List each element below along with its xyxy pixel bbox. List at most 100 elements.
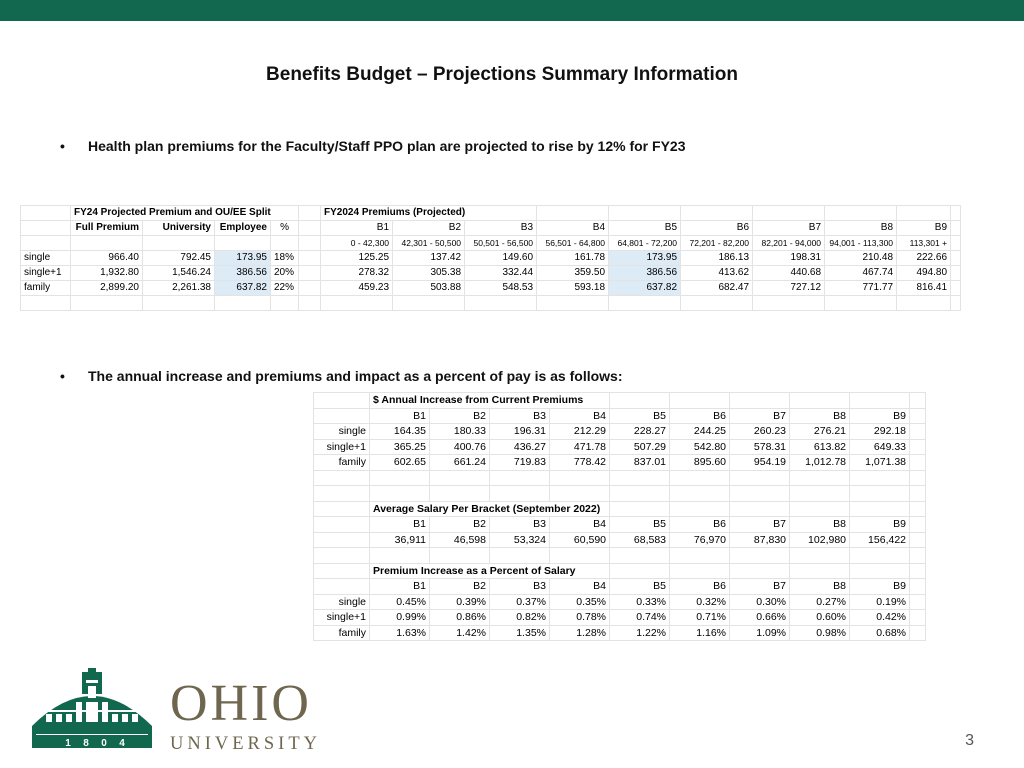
salary-value: 60,590 (548, 531, 611, 548)
bracket-header: B5 (609, 516, 671, 533)
row-label: family (20, 280, 71, 296)
premium-value: 548.53 (464, 280, 538, 296)
row-label: family (313, 624, 370, 641)
table-cell (298, 250, 322, 266)
salary-value: 36,911 (369, 531, 430, 548)
table-cell (548, 469, 611, 486)
table-cell (429, 547, 490, 564)
full-premium-value: 2,899.20 (70, 280, 143, 296)
employee-value: 386.56 (214, 265, 271, 281)
fy24-premium-table: FY24 Projected Premium and OU/EE Split F… (20, 205, 962, 311)
bracket-header: B9 (896, 220, 952, 236)
percent-value: 20% (269, 265, 300, 281)
premium-value: 386.56 (608, 265, 682, 281)
bracket-header: B4 (548, 407, 611, 424)
ohio-university-seal: 1 8 0 4 (32, 668, 152, 749)
value-cell: 196.31 (489, 423, 550, 440)
value-cell: 260.23 (729, 423, 791, 440)
bullet-text: Health plan premiums for the Faculty/Sta… (88, 138, 686, 154)
table-cell (609, 500, 671, 517)
row-label: single+1 (313, 438, 370, 455)
value-cell: 954.19 (729, 454, 791, 471)
value-cell: 0.45% (369, 593, 430, 610)
table-cell (298, 280, 322, 296)
value-cell: 244.25 (669, 423, 731, 440)
premium-value: 637.82 (608, 280, 682, 296)
table-cell (313, 562, 370, 579)
salary-value: 87,830 (729, 531, 791, 548)
value-cell: 164.35 (369, 423, 430, 440)
value-cell: 180.33 (429, 423, 490, 440)
bracket-range: 56,501 - 64,800 (536, 235, 610, 251)
section-title-row: $ Annual Increase from Current Premiums (313, 392, 927, 409)
value-cell: 0.82% (489, 609, 550, 626)
table-cell (729, 469, 791, 486)
premium-value: 359.50 (536, 265, 610, 281)
table-cell (729, 500, 791, 517)
table-row: single 0.45% 0.39% 0.37% 0.35% 0.33% 0.32% 0.30… (313, 593, 927, 610)
bracket-header: B8 (789, 407, 851, 424)
table-cell (909, 547, 927, 564)
bracket-range-row: 0 - 42,300 42,301 - 50,500 50,501 - 56,500… (20, 235, 962, 251)
table-cell (369, 485, 430, 502)
value-cell: 276.21 (789, 423, 851, 440)
bullet-health-premiums: • Health plan premiums for the Faculty/St… (60, 138, 685, 154)
seal-year-digit: 4 (119, 738, 125, 749)
value-cell: 0.71% (669, 609, 731, 626)
seal-year-digit: 1 (65, 738, 71, 749)
premium-value: 494.80 (896, 265, 952, 281)
bracket-header: B1 (369, 407, 430, 424)
table-cell (609, 485, 671, 502)
table-cell (313, 516, 370, 533)
table-row: single 164.35 180.33 196.31 212.29 228.27 244.… (313, 423, 927, 440)
value-cell: 507.29 (609, 438, 671, 455)
premium-value: 771.77 (824, 280, 898, 296)
section-title: Average Salary Per Bracket (September 20… (368, 500, 611, 517)
bracket-header: B6 (669, 407, 731, 424)
bracket-header-row: B1 B2 B3 B4 B5 B6 B7 B8 B9 (313, 516, 927, 533)
full-premium-value: 966.40 (70, 250, 143, 266)
table-cell (909, 531, 927, 548)
value-cell: 0.42% (849, 609, 911, 626)
premium-value: 682.47 (680, 280, 754, 296)
spacer-row (313, 547, 927, 564)
table-cell (789, 392, 851, 409)
value-cell: 542.80 (669, 438, 731, 455)
bracket-header: B8 (824, 220, 898, 236)
table-cell (909, 392, 927, 409)
bullet-text: The annual increase and premiums and imp… (88, 368, 623, 384)
table-row: single+1 365.25 400.76 436.27 471.78 507.29 54… (313, 438, 927, 455)
table-cell (950, 235, 962, 251)
bracket-header: B6 (669, 578, 731, 595)
value-cell: 0.19% (849, 593, 911, 610)
value-cell: 895.60 (669, 454, 731, 471)
premium-value: 173.95 (608, 250, 682, 266)
value-cell: 661.24 (429, 454, 490, 471)
value-cell: 613.82 (789, 438, 851, 455)
bracket-header: B5 (609, 578, 671, 595)
table-cell (669, 469, 731, 486)
table-cell (313, 578, 370, 595)
bracket-range: 72,201 - 82,200 (680, 235, 754, 251)
table-cell (909, 438, 927, 455)
premium-value: 593.18 (536, 280, 610, 296)
spacer-row (313, 485, 927, 502)
full-premium-value: 1,932.80 (70, 265, 143, 281)
value-cell: 649.33 (849, 438, 911, 455)
table-cell (849, 547, 911, 564)
value-cell: 0.39% (429, 593, 490, 610)
bracket-range: 50,501 - 56,500 (464, 235, 538, 251)
bracket-header: B3 (489, 516, 550, 533)
premium-value: 305.38 (392, 265, 466, 281)
value-cell: 1.28% (548, 624, 611, 641)
value-cell: 602.65 (369, 454, 430, 471)
value-cell: 1.22% (609, 624, 671, 641)
bracket-header: B4 (548, 578, 611, 595)
bracket-header: B1 (320, 220, 394, 236)
table-cell (313, 407, 370, 424)
salary-value: 76,970 (669, 531, 731, 548)
bracket-header: B7 (729, 578, 791, 595)
table-cell (313, 469, 370, 486)
table-cell (950, 220, 962, 236)
value-cell: 212.29 (548, 423, 611, 440)
